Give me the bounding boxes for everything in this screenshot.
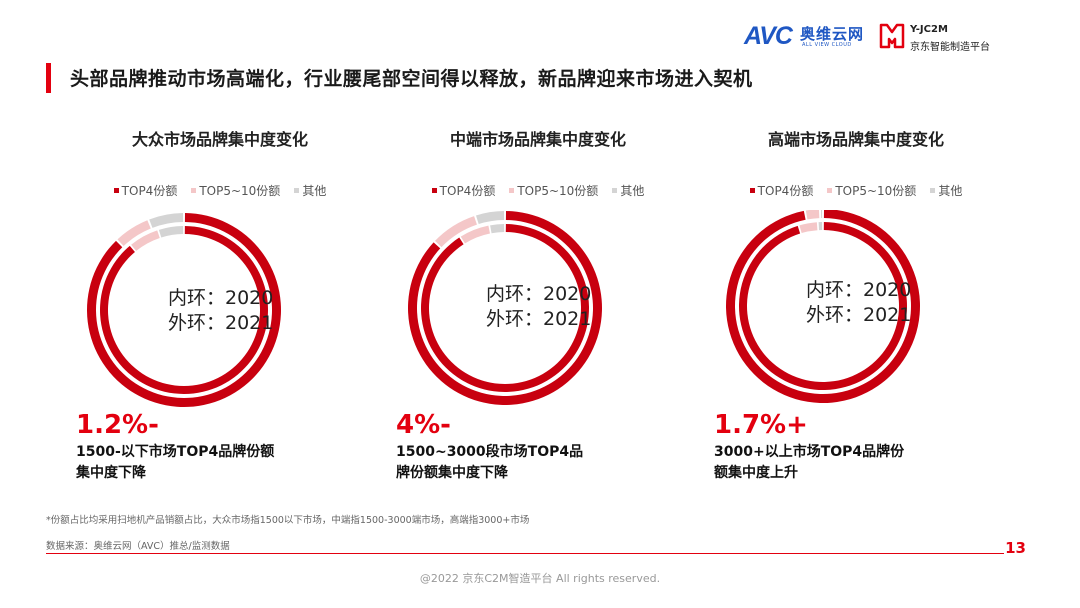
jd-logo-cn: 京东智能制造平台: [910, 42, 990, 53]
legend-label: TOP4份额: [439, 184, 496, 198]
donut-segment-2020-top5-10: [460, 225, 490, 244]
avc-logo: AVC 奥维云网 ALL VIEW CLOUD: [744, 20, 870, 54]
donut-segment-2021-other: [149, 213, 184, 228]
chart-panel-mid: 中端市场品牌集中度变化 TOP4份额 TOP5~10份额 其他 内环：2020 …: [378, 122, 698, 482]
donut-chart: [726, 210, 920, 403]
legend-item-top5-10: TOP5~10份额: [827, 182, 916, 199]
inner-ring-label: 内环：2020: [168, 287, 274, 309]
legend-swatch-other: [612, 188, 618, 193]
legend-label: TOP5~10份额: [517, 184, 599, 198]
change-description: 1500~3000段市场TOP4品牌份额集中度下降: [396, 444, 584, 481]
change-description: 3000+以上市场TOP4品牌份额集中度上升: [714, 444, 905, 481]
chart-legend: TOP4份额 TOP5~10份额 其他: [60, 182, 380, 199]
avc-logo-mark: AVC: [744, 22, 793, 50]
donut-segment-2020-other: [158, 226, 184, 238]
legend-swatch-top5-10: [191, 188, 197, 193]
legend-label: 其他: [938, 184, 963, 198]
donut-segment-2021-top5-10: [434, 216, 477, 248]
chart-panel-mass: 大众市场品牌集中度变化 TOP4份额 TOP5~10份额 其他 内环：2020 …: [60, 122, 380, 482]
legend-item-other: 其他: [294, 182, 326, 199]
outer-ring-label: 外环：2021: [486, 308, 592, 330]
legend-item-top5-10: TOP5~10份额: [509, 182, 598, 199]
chart-title: 高端市场品牌集中度变化: [767, 130, 944, 149]
chart-panel-high: 高端市场品牌集中度变化 TOP4份额 TOP5~10份额 其他 内环：2020 …: [696, 122, 1016, 482]
chart-legend: TOP4份额 TOP5~10份额 其他: [696, 182, 1016, 199]
legend-item-top4: TOP4份额: [431, 182, 496, 199]
jd-logo-en: Y-JC2M: [910, 24, 948, 35]
jd-c2m-logo-icon: [879, 23, 905, 49]
legend-label: 其他: [620, 184, 645, 198]
avc-logo-en: ALL VIEW CLOUD: [802, 42, 852, 48]
donut-center-label: 内环：2020 外环：2021: [806, 278, 911, 328]
avc-logo-cn: 奥维云网: [800, 25, 865, 43]
legend-label: TOP4份额: [757, 184, 814, 198]
legend-swatch-other: [294, 188, 300, 193]
donut-segment-2021-other: [475, 211, 505, 225]
donut-segment-2020-other: [818, 222, 823, 231]
legend-item-other: 其他: [930, 182, 962, 199]
donut-segment-2021-top5-10: [805, 210, 820, 220]
inner-ring-label: 内环：2020: [806, 279, 912, 301]
change-value: 4%-: [396, 410, 451, 440]
legend-swatch-top4: [431, 188, 437, 193]
chart-title: 大众市场品牌集中度变化: [131, 130, 308, 149]
title-accent-bar: [46, 63, 51, 93]
legend-item-other: 其他: [612, 182, 644, 199]
footnote: *份额占比均采用扫地机产品销额占比，大众市场指1500以下市场，中端指1500-…: [46, 515, 530, 526]
outer-ring-label: 外环：2021: [168, 312, 274, 334]
legend-label: TOP4份额: [121, 184, 178, 198]
chart-legend: TOP4份额 TOP5~10份额 其他: [378, 182, 698, 199]
donut-segment-2020-top5-10: [131, 230, 160, 251]
change-value: 1.2%-: [76, 410, 159, 440]
legend-item-top4: TOP4份额: [113, 182, 178, 199]
donut-chart: [408, 211, 602, 405]
donut-segment-2020-other: [490, 224, 505, 234]
change-value: 1.7%+: [714, 410, 808, 440]
legend-swatch-top4: [113, 188, 119, 193]
legend-item-top5-10: TOP5~10份额: [191, 182, 280, 199]
chart-title: 中端市场品牌集中度变化: [449, 130, 626, 149]
data-source: 数据来源：奥维云网（AVC）推总/监测数据: [46, 541, 230, 552]
legend-label: TOP5~10份额: [199, 184, 281, 198]
footer-divider: [46, 553, 1004, 554]
page-title: 头部品牌推动市场高端化，行业腰尾部空间得以释放，新品牌迎来市场进入契机: [70, 68, 753, 90]
donut-segment-2021-other: [820, 210, 823, 219]
legend-label: TOP5~10份额: [835, 184, 917, 198]
donut-segment-2020-top5-10: [799, 222, 818, 234]
donut-chart: [87, 213, 282, 407]
donut-center-label: 内环：2020 外环：2021: [168, 286, 273, 336]
outer-ring-label: 外环：2021: [806, 304, 912, 326]
legend-label: 其他: [302, 184, 327, 198]
donut-center-label: 内环：2020 外环：2021: [486, 282, 591, 332]
jd-c2m-logo: Y-JC2M 京东智能制造平台: [878, 20, 1046, 54]
donut-segment-2021-top5-10: [117, 220, 151, 246]
legend-swatch-top5-10: [509, 188, 515, 193]
legend-item-top4: TOP4份额: [749, 182, 814, 199]
change-description: 1500-以下市场TOP4品牌份额集中度下降: [76, 444, 275, 481]
legend-swatch-other: [930, 188, 936, 193]
inner-ring-label: 内环：2020: [486, 283, 592, 305]
copyright: @2022 京东C2M智造平台 All rights reserved.: [419, 572, 661, 585]
legend-swatch-top4: [749, 188, 755, 193]
legend-swatch-top5-10: [827, 188, 833, 193]
page-number: 13: [1005, 539, 1026, 557]
